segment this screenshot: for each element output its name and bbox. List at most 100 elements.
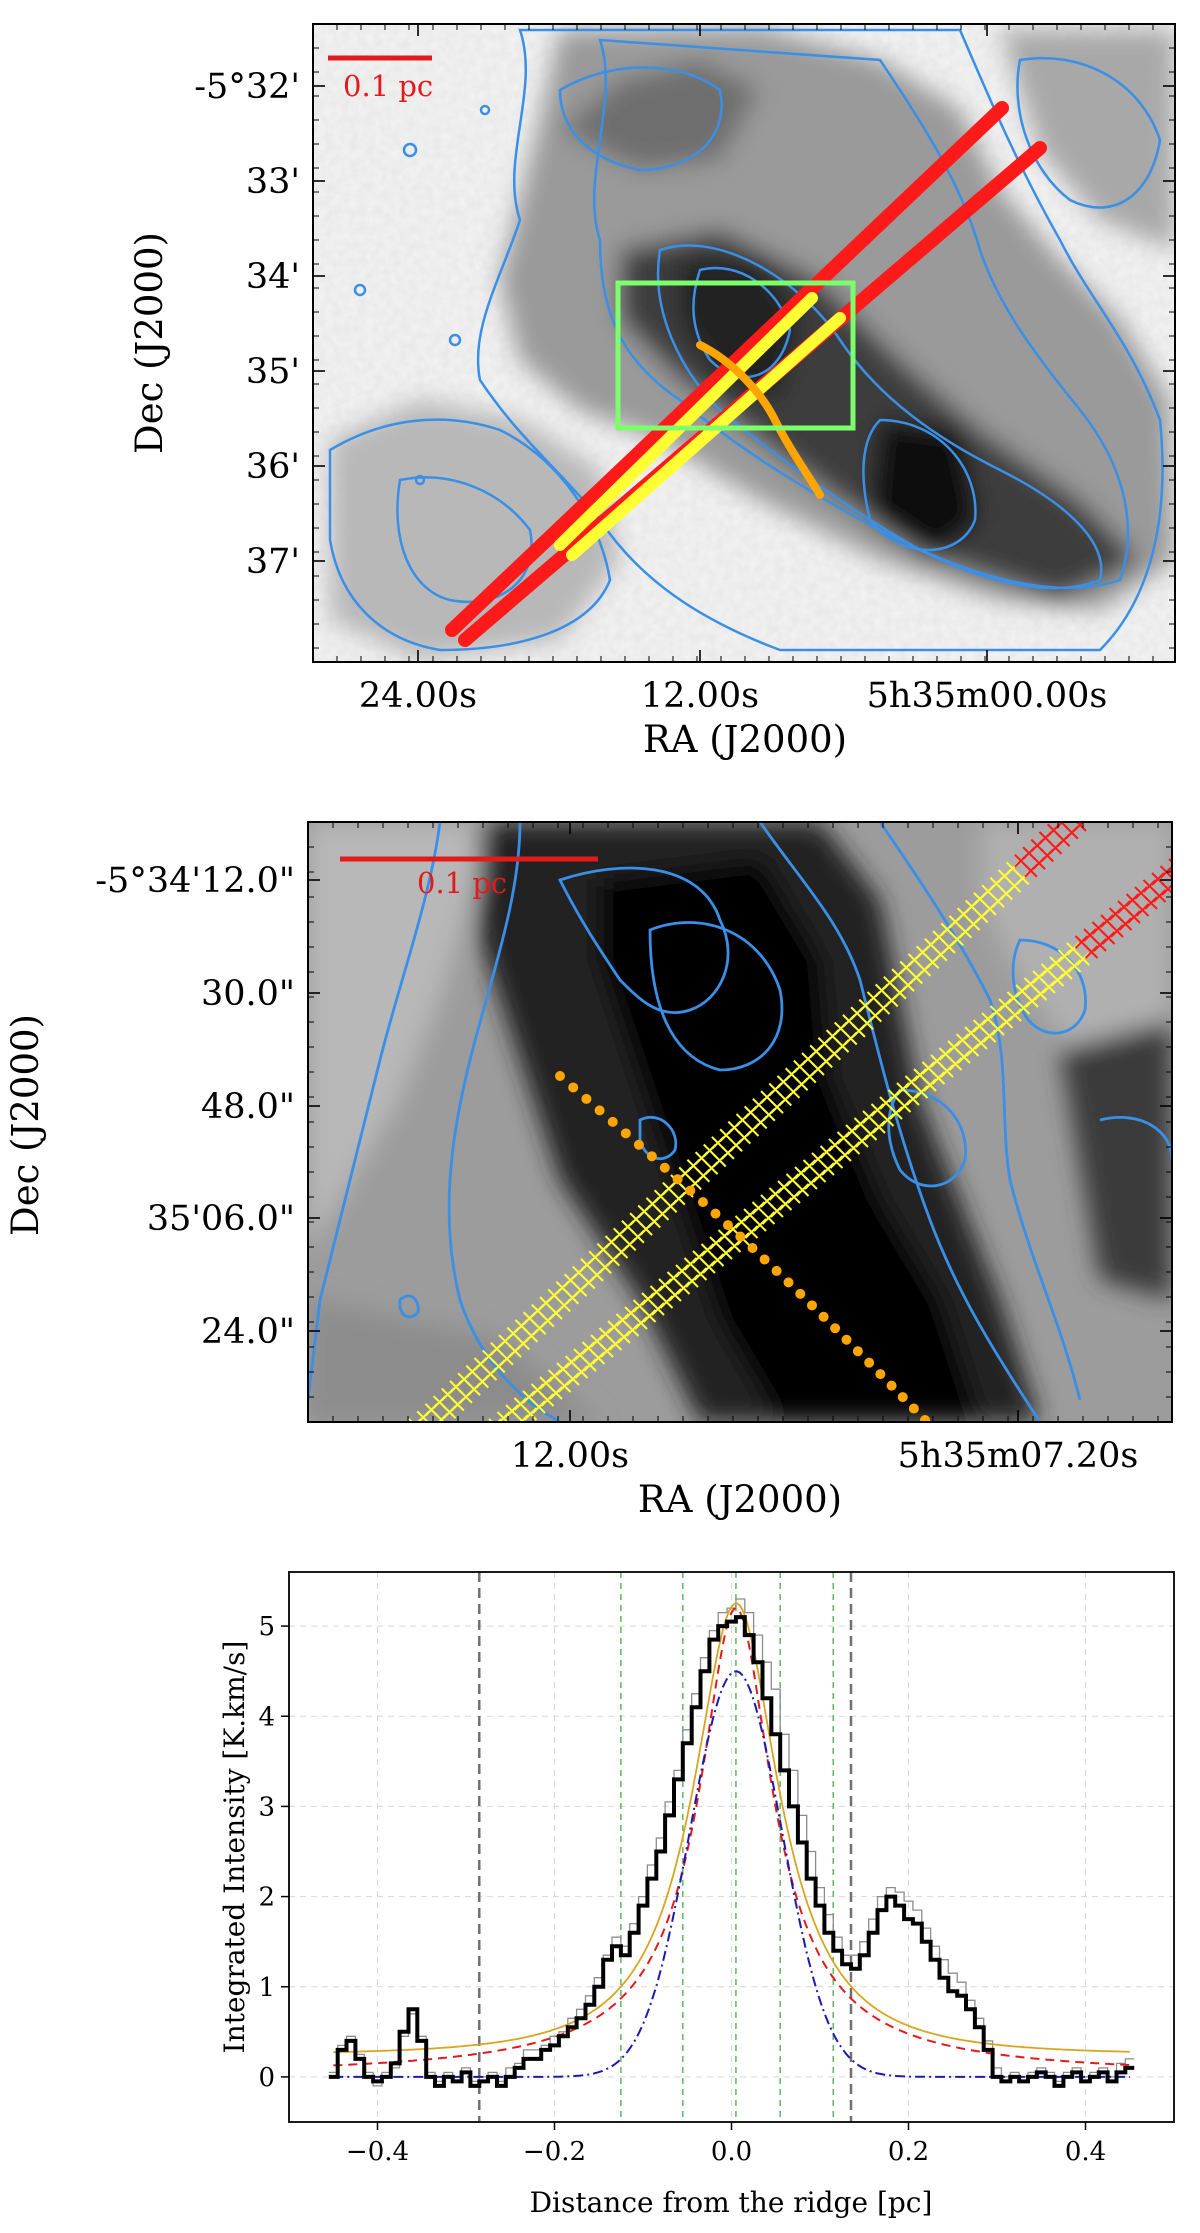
top-xtick-1: 12.00s bbox=[641, 676, 759, 716]
ridge-point bbox=[620, 1128, 631, 1139]
profile-cross-marker bbox=[426, 1420, 440, 1422]
zoom-xtick-0: 12.00s bbox=[511, 1436, 629, 1476]
top-ridge bbox=[696, 341, 824, 499]
plot-xtick-label: 0.2 bbox=[888, 2137, 929, 2167]
zoom-ytick-0: -5°34'12.0" bbox=[95, 861, 295, 901]
profile-cross-marker bbox=[804, 1176, 818, 1190]
ridge-point bbox=[759, 1254, 770, 1265]
ridge-point bbox=[722, 1220, 733, 1231]
profile-cross-marker bbox=[991, 1022, 1005, 1036]
profile-cross-marker bbox=[642, 1309, 657, 1323]
profile-cross-marker bbox=[496, 1411, 511, 1422]
profile-cross-marker bbox=[507, 1421, 520, 1422]
top-map-ticks bbox=[313, 24, 1175, 662]
ridge-point bbox=[659, 1162, 670, 1173]
profile-cross-marker bbox=[668, 1288, 682, 1302]
profile-cross-marker bbox=[549, 1386, 563, 1400]
plot-ylabel: Integrated Intensity [K.km/s] bbox=[218, 1641, 251, 2054]
profile-cross-marker bbox=[770, 1204, 784, 1218]
zoom-map-ylabel: Dec (J2000) bbox=[4, 1014, 47, 1236]
profile-cross-marker bbox=[838, 1148, 852, 1162]
profile-cross-marker bbox=[846, 1141, 861, 1155]
profile-cross-marker bbox=[719, 1246, 733, 1260]
profile-cross-marker bbox=[974, 1036, 988, 1050]
profile-cross-marker bbox=[880, 1113, 895, 1127]
profile-cross-marker bbox=[499, 1429, 511, 1441]
ridge-point bbox=[735, 1231, 746, 1242]
plot-grid bbox=[289, 1572, 1174, 2122]
profile-cross-marker bbox=[855, 1134, 869, 1148]
zoom-ytick-2: 48.0" bbox=[201, 1087, 295, 1127]
profile-cross-marker bbox=[1144, 896, 1158, 910]
profile-cross-marker bbox=[566, 1372, 580, 1386]
profile-cross-marker bbox=[940, 1064, 954, 1078]
top-xtick-0: 24.00s bbox=[359, 676, 477, 716]
profile-cross-marker bbox=[1033, 987, 1048, 1001]
top-ytick-0: -5°32' bbox=[194, 67, 300, 107]
top-yellow-markers bbox=[554, 292, 846, 561]
profile-cross-marker bbox=[982, 1029, 997, 1043]
profile-cross-marker bbox=[625, 1323, 640, 1337]
zoom-map-xlabel: RA (J2000) bbox=[638, 1478, 842, 1521]
top-map-ytick-labels: -5°32' 33' 34' 35' 36' 37' bbox=[194, 67, 300, 582]
profile-cross-marker bbox=[812, 1169, 827, 1183]
profile-cross-marker bbox=[1008, 1008, 1022, 1022]
zoom-scale-label: 0.1 pc bbox=[417, 866, 507, 900]
profile-cross-marker bbox=[1118, 917, 1133, 931]
profile-cross-marker bbox=[523, 1407, 538, 1421]
ridge-point bbox=[646, 1151, 657, 1162]
profile-cross-marker bbox=[999, 1015, 1014, 1029]
profile-cross-marker bbox=[583, 1358, 597, 1372]
ridge-point bbox=[581, 1093, 592, 1104]
plot-series bbox=[328, 1598, 1135, 2088]
profile-cross-marker bbox=[872, 1120, 886, 1134]
ridge-point bbox=[771, 1265, 782, 1276]
zoom-map-image: 0.1 pc bbox=[308, 822, 1191, 1441]
profile-cross-marker bbox=[744, 1225, 759, 1239]
profile-plot-panel: −0.4 −0.2 0.0 0.2 0.4 0 1 2 3 4 5 Distance from th… bbox=[218, 1571, 1175, 2219]
fit-plummer-curve bbox=[333, 1607, 1130, 2067]
ridge-point bbox=[685, 1185, 696, 1196]
profile-cross-marker bbox=[1110, 924, 1124, 938]
plot-ytick-label: 4 bbox=[258, 1702, 275, 1732]
plot-xtick-label: 0.4 bbox=[1065, 2137, 1106, 2167]
profile-cross-marker bbox=[829, 1155, 844, 1169]
top-map-contours bbox=[328, 28, 1164, 652]
profile-cross-marker bbox=[795, 1183, 810, 1197]
profile-cross-marker bbox=[1067, 959, 1082, 973]
profile-cross-marker bbox=[685, 1274, 699, 1288]
ridge-point bbox=[633, 1139, 644, 1150]
profile-cross-marker bbox=[1161, 882, 1172, 896]
profile-cross-marker bbox=[693, 1267, 708, 1281]
top-ytick-5: 37' bbox=[246, 542, 300, 582]
zoom-ytick-1: 30.0" bbox=[201, 974, 295, 1014]
ridge-point bbox=[897, 1392, 908, 1403]
ridge-point bbox=[783, 1277, 794, 1288]
profile-cross-marker bbox=[1076, 952, 1090, 966]
ridge-point bbox=[672, 1174, 683, 1185]
top-ytick-2: 34' bbox=[246, 257, 300, 297]
plot-vlines bbox=[478, 1572, 853, 2122]
profile-cross-marker bbox=[914, 1085, 929, 1099]
profile-cross-marker bbox=[948, 1057, 963, 1071]
ridge-point bbox=[920, 1415, 930, 1422]
zoom-map-panel: 0.1 pc -5°34'12.0" 30.0" 48.0" 35'06.0" … bbox=[4, 821, 1191, 1521]
profile-cross-marker bbox=[1050, 973, 1065, 987]
profile-cross-marker bbox=[634, 1316, 648, 1330]
ridge-point bbox=[875, 1369, 886, 1380]
profile-cross-marker bbox=[1179, 869, 1191, 881]
profile-cross-marker bbox=[659, 1295, 674, 1309]
top-map-panel: 0.1 pc -5°32' 33' 34' 35' 36' 37' 24.00s… bbox=[128, 23, 1176, 761]
profile-cross-marker bbox=[821, 1162, 835, 1176]
top-xtick-2: 5h35m00.00s bbox=[867, 676, 1108, 716]
ridge-point bbox=[886, 1380, 897, 1391]
plot-ytick-label: 3 bbox=[258, 1792, 275, 1822]
profile-cross-marker bbox=[617, 1330, 631, 1344]
profile-cross-marker bbox=[676, 1281, 691, 1295]
ridge-point bbox=[697, 1197, 708, 1208]
zoom-markers bbox=[408, 822, 1191, 1441]
profile-cross-marker bbox=[419, 1429, 431, 1441]
profile-cross-marker bbox=[778, 1197, 793, 1211]
profile-cross-marker bbox=[753, 1218, 767, 1232]
